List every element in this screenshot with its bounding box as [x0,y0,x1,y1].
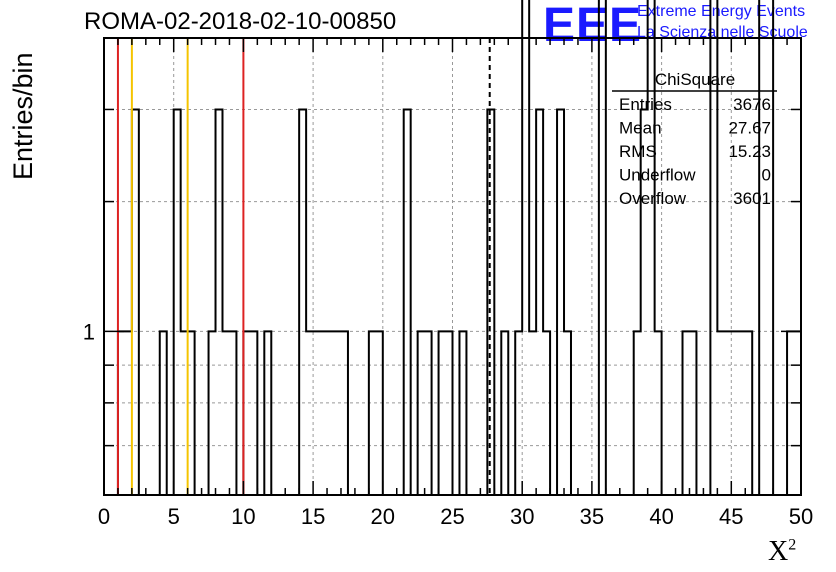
stats-row-label: Underflow [619,166,696,185]
histogram-bar [683,331,690,495]
histogram-bar [717,331,724,495]
histogram-bar [264,331,271,495]
histogram-bar [327,331,334,495]
histogram-bar [655,331,662,495]
logo-caption-line1: Extreme Energy Events [637,3,806,20]
histogram-bar [425,331,432,495]
x-tick-label: 20 [371,504,395,529]
histogram-bar [299,109,306,495]
histogram-bar [787,331,794,495]
stats-row-label: Mean [619,119,662,138]
histogram-bar [766,0,773,495]
histogram-bar [543,331,550,495]
histogram-bar [759,0,766,495]
histogram-bar [160,331,167,495]
histogram-bar [564,331,571,495]
histogram-bar [501,331,508,495]
histogram-bar [222,331,229,495]
stats-row-label: Overflow [619,189,687,208]
histogram-bar [418,331,425,495]
histogram-bar [529,331,536,495]
histogram-bar [745,331,752,495]
x-tick-label: 10 [231,504,255,529]
histogram-bar [724,331,731,495]
histogram-bar [557,109,564,495]
logo-caption-line2: La Scienza nelle Scuole [637,24,808,41]
stats-row-value: 3601 [733,189,771,208]
stats-row-label: RMS [619,142,657,161]
histogram-bar [536,109,543,495]
x-tick-label: 30 [510,504,534,529]
histogram-bar [306,331,313,495]
x-axis-label-base: X [768,536,789,567]
histogram-bar [229,331,236,495]
histogram-bar [181,331,188,495]
y-tick-label: 1 [83,319,95,344]
histogram-bar [174,109,181,495]
histogram-bar [487,109,494,495]
x-tick-label: 15 [301,504,325,529]
stats-row-value: 0 [762,166,771,185]
histogram-bar [731,331,738,495]
histogram-bar [738,331,745,495]
histogram-bar [250,331,257,495]
histogram-bar [243,331,250,495]
histogram-bar [376,331,383,495]
histogram-bar [446,331,453,495]
stats-row-value: 15.23 [728,142,771,161]
histogram-bar [459,331,466,495]
x-tick-label: 25 [440,504,464,529]
histogram-bar [515,331,522,495]
histogram-bar [341,331,348,495]
histogram-bar [439,331,446,495]
x-tick-label: 0 [98,504,110,529]
x-tick-label: 40 [649,504,673,529]
x-axis-label-sup: 2 [788,536,797,554]
histogram-bar [313,331,320,495]
x-tick-label: 50 [789,504,813,529]
histogram-bar [369,331,376,495]
histogram-bar [216,109,223,495]
histogram-bar [404,109,411,495]
histogram-bar [125,331,132,495]
stats-box-title: ChiSquare [655,70,735,89]
stats-row-value: 27.67 [728,119,771,138]
run-title: ROMA-02-2018-02-10-00850 [84,8,397,35]
x-tick-label: 45 [719,504,743,529]
histogram-bar [794,331,801,495]
x-tick-label: 5 [168,504,180,529]
stats-row-label: Entries [619,95,672,114]
x-axis-label: X2 [768,536,796,568]
histogram-bar [320,331,327,495]
histogram-bar [648,0,655,495]
histogram-bar [118,331,125,495]
stats-row-value: 3676 [733,95,771,114]
histogram-bar [599,0,606,495]
histogram-bar [689,331,696,495]
histogram-bar [132,109,139,495]
x-tick-label: 35 [580,504,604,529]
histogram-bar [334,331,341,495]
histogram-bar [188,331,195,495]
histogram-bar [522,0,529,495]
histogram-bar [634,331,641,495]
histogram-bar [209,331,216,495]
histogram-outline [104,0,802,496]
